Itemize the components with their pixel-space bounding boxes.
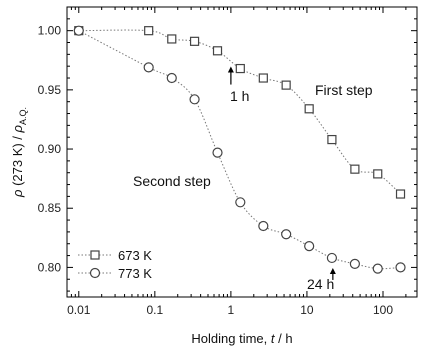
plot-frame (66, 6, 418, 298)
y-tick-label: 0.90 (38, 142, 62, 156)
annotations: First step Second step 1 h 24 h (133, 66, 373, 292)
y-tick-label: 0.80 (38, 260, 62, 274)
data-point-673-k (144, 26, 154, 36)
series-layer (73, 25, 406, 274)
y-axis-title-rho2: ρ (10, 124, 25, 133)
x-tick-label: 0.01 (67, 303, 91, 317)
data-point-773-k (372, 263, 383, 274)
data-point-673-k (212, 46, 223, 56)
annotation-one-hour: 1 h (230, 88, 249, 104)
data-point-773-k (304, 241, 315, 252)
annotation-twenty-four-hour: 24 h (307, 276, 334, 292)
x-axis-title-main: Holding time, (191, 331, 270, 346)
data-point-773-k (143, 62, 154, 73)
legend-label-773-k: 773 K (118, 266, 152, 281)
x-tick-label: 0.1 (146, 303, 163, 317)
data-point-773-k (73, 25, 84, 36)
data-point-673-k (327, 134, 337, 145)
data-point-673-k (235, 63, 245, 74)
y-axis-title-mid: (273 K) / (10, 132, 25, 189)
data-point-773-k (189, 94, 200, 105)
legend-label-673-k: 673 K (118, 248, 152, 263)
data-point-673-k (258, 73, 268, 83)
x-axis-title: Holding time, t / h (191, 331, 292, 346)
data-point-673-k (395, 189, 406, 199)
data-point-673-k (373, 169, 383, 179)
data-point-673-k (167, 34, 177, 44)
data-point-773-k (395, 262, 406, 273)
data-point-773-k (349, 258, 360, 269)
legend-marker-773-k (89, 267, 101, 279)
data-point-773-k (281, 229, 292, 240)
legend-marker-673-k (90, 250, 100, 260)
y-tick-label: 0.85 (38, 201, 62, 215)
legend: 673 K 773 K (78, 248, 152, 281)
x-axis-title-variable: t (271, 331, 276, 346)
y-axis-title: ρ (273 K) / ρA.Q. (10, 107, 28, 198)
x-tick-label: 1 (228, 303, 235, 317)
y-axis-title-subscript: A.Q. (18, 107, 28, 125)
data-point-773-k (212, 147, 223, 158)
data-point-773-k (235, 197, 246, 208)
data-point-673-k (189, 36, 200, 46)
data-point-773-k (326, 252, 338, 264)
data-point-773-k (166, 72, 177, 84)
data-point-773-k (258, 220, 269, 232)
y-tick-label: 0.95 (38, 83, 62, 97)
y-axis-title-rho: ρ (10, 189, 25, 198)
y-tick-label: 1.00 (38, 24, 62, 38)
annotation-first-step: First step (315, 82, 373, 98)
annotation-second-step: Second step (133, 173, 211, 189)
arrow-twenty-four-hour-head (329, 267, 336, 274)
data-point-673-k (281, 80, 291, 90)
x-tick-label: 100 (373, 303, 393, 317)
axes: 0.01 0.1 1 10 100 0.80 0.85 0.90 0.95 1.00 (38, 7, 417, 317)
data-point-673-k (350, 164, 360, 174)
x-axis-title-unit: / h (275, 331, 293, 346)
arrow-one-hour-head (227, 66, 234, 73)
x-tick-label: 10 (300, 303, 314, 317)
data-point-673-k (304, 104, 314, 114)
